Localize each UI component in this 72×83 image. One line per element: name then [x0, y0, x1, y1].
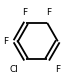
Text: F: F [55, 65, 60, 74]
Text: F: F [22, 7, 27, 17]
Text: F: F [46, 7, 51, 17]
Text: Cl: Cl [10, 65, 18, 74]
Text: F: F [3, 37, 8, 46]
